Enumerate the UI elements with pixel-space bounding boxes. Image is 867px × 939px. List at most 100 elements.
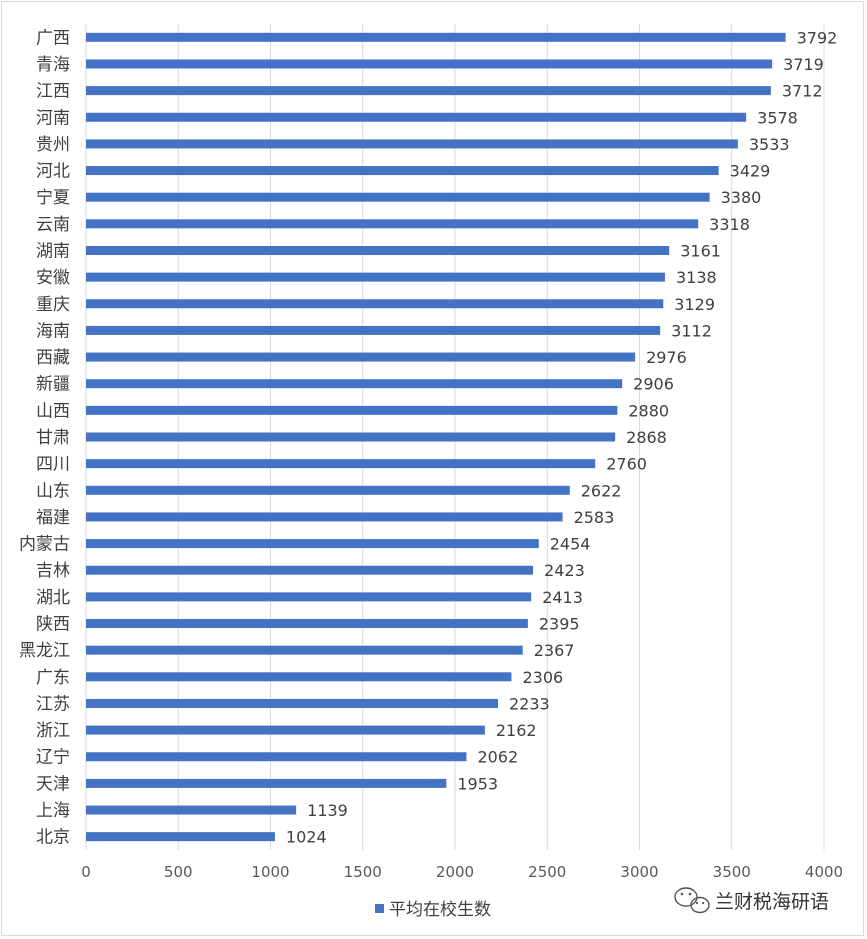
gridlines (85, 24, 825, 850)
value-label: 2622 (581, 481, 622, 500)
value-label: 3429 (730, 162, 771, 181)
bar (86, 219, 699, 229)
value-label: 3161 (680, 241, 721, 260)
value-label: 2062 (477, 748, 518, 767)
category-label: 广西 (36, 28, 70, 48)
category-label: 宁夏 (36, 188, 70, 208)
value-label: 3719 (783, 55, 824, 74)
bar (86, 619, 528, 629)
value-label: 3138 (676, 268, 717, 287)
bar (86, 832, 275, 842)
value-label: 2976 (646, 348, 687, 367)
bar (86, 379, 623, 389)
legend-swatch (375, 904, 384, 913)
value-label: 3112 (671, 321, 712, 340)
bar (86, 112, 747, 122)
bar (86, 805, 297, 815)
bars (86, 32, 786, 842)
legend: 平均在校生数 (375, 900, 491, 920)
bar (86, 405, 618, 415)
value-label: 2395 (539, 615, 580, 634)
category-label: 湖南 (36, 241, 70, 261)
value-label: 1024 (286, 828, 327, 847)
category-label: 浙江 (36, 721, 70, 741)
value-label: 2162 (496, 721, 537, 740)
bar (86, 645, 523, 655)
category-label: 贵州 (36, 135, 70, 155)
value-label: 2454 (550, 535, 591, 554)
value-label: 2583 (574, 508, 615, 527)
value-label: 3129 (674, 295, 715, 314)
bar (86, 778, 447, 788)
bar (86, 352, 636, 362)
category-label: 黑龙江 (19, 641, 70, 661)
category-label: 吉林 (36, 561, 70, 581)
value-label: 3380 (721, 188, 762, 207)
bar (86, 539, 539, 549)
bar (86, 725, 485, 735)
category-label: 辽宁 (36, 748, 70, 768)
category-labels: 广西青海江西河南贵州河北宁夏云南湖南安徽重庆海南西藏新疆山西甘肃四川山东福建内蒙… (19, 28, 70, 847)
bar (86, 672, 512, 682)
value-label: 2413 (542, 588, 583, 607)
x-tick-label: 3000 (620, 863, 658, 881)
wechat-icon (674, 887, 710, 914)
x-tick-label: 1000 (251, 863, 289, 881)
category-label: 江苏 (36, 694, 70, 714)
x-tick-label: 2500 (528, 863, 566, 881)
bar (86, 432, 616, 442)
category-label: 四川 (36, 455, 70, 475)
category-label: 青海 (36, 55, 70, 75)
bar (86, 86, 771, 96)
bar (86, 698, 498, 708)
value-label: 3712 (782, 82, 823, 101)
bar (86, 325, 661, 335)
value-label: 2880 (628, 401, 669, 420)
value-label: 2423 (544, 561, 585, 580)
category-label: 江西 (36, 82, 70, 102)
category-label: 广东 (36, 668, 70, 688)
category-label: 河北 (36, 162, 70, 182)
x-axis-ticks: 0 500 1000 1500 2000 2500 3000 3500 4000 (81, 863, 843, 881)
bar (86, 752, 467, 762)
watermark-text: 兰财税海研语 (715, 891, 829, 913)
value-label: 2367 (534, 641, 575, 660)
bar (86, 272, 665, 282)
category-label: 新疆 (36, 375, 70, 395)
value-label: 2760 (606, 455, 647, 474)
value-label: 3578 (757, 108, 798, 127)
category-label: 北京 (36, 828, 70, 848)
category-label: 西藏 (36, 348, 70, 368)
value-label: 3792 (797, 28, 838, 47)
category-label: 内蒙古 (19, 535, 70, 555)
x-tick-label: 1500 (344, 863, 382, 881)
value-label: 1139 (307, 801, 348, 820)
value-labels: 3792 3719 3712 3578 3533 3429 3380 3318 3161 3138… (286, 28, 837, 846)
category-label: 上海 (36, 801, 70, 821)
bar (86, 565, 534, 575)
bar (86, 592, 532, 602)
category-label: 山西 (36, 401, 70, 421)
category-label: 海南 (36, 321, 70, 341)
category-label: 天津 (36, 774, 70, 794)
bar (86, 32, 786, 42)
value-label: 1953 (457, 774, 498, 793)
category-label: 福建 (36, 508, 70, 528)
bar (86, 192, 710, 202)
value-label: 2906 (633, 375, 674, 394)
value-label: 3533 (749, 135, 790, 154)
bar (86, 139, 738, 149)
value-label: 2233 (509, 694, 550, 713)
watermark: 兰财税海研语 (674, 887, 829, 914)
category-label: 陕西 (36, 615, 70, 635)
legend-label: 平均在校生数 (389, 900, 491, 920)
category-label: 河南 (36, 108, 70, 128)
x-tick-label: 3500 (713, 863, 751, 881)
bar (86, 299, 664, 309)
category-label: 甘肃 (36, 428, 70, 448)
value-label: 2306 (522, 668, 563, 687)
category-label: 山东 (36, 481, 70, 501)
bar (86, 245, 670, 255)
